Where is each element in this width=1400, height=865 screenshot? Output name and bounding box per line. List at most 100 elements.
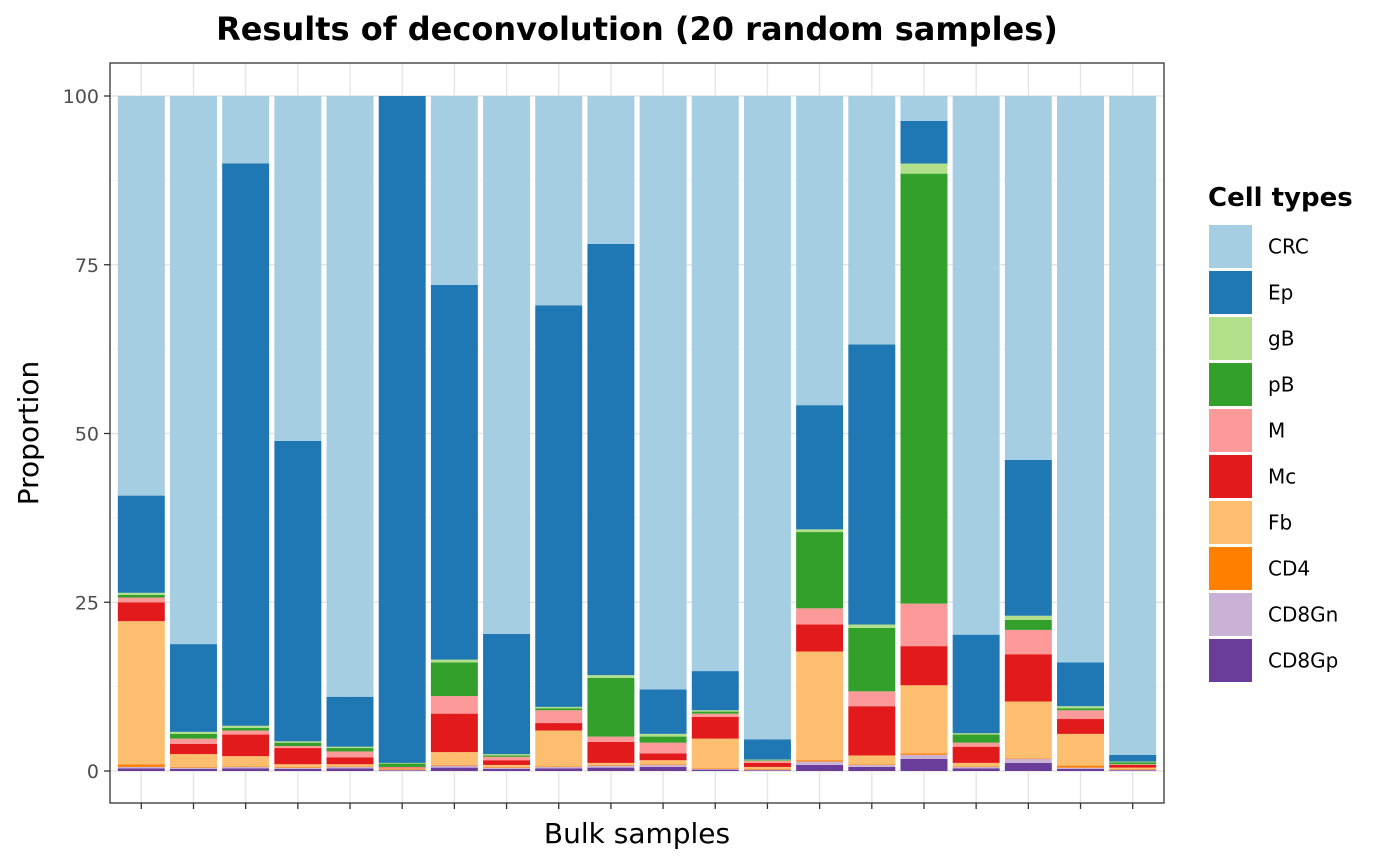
bar-segment-fb [117, 621, 165, 765]
bar-segment-mc [639, 753, 687, 761]
bar-stack [274, 96, 322, 771]
bar-segment-fb [848, 755, 896, 765]
legend-item-pb: pB [1209, 363, 1294, 406]
bar-segment-cd8gn [691, 768, 739, 770]
bar-segment-crc [1004, 96, 1052, 460]
bar-segment-crc [848, 96, 896, 345]
bar-segment-cd8gp [1004, 762, 1052, 771]
bar-segment-cd8gn [222, 766, 270, 769]
bar-segment-m [743, 760, 791, 763]
bar-segment-gb [326, 746, 374, 749]
bar-segment-gb [743, 759, 791, 761]
bar-segment-mc [326, 757, 374, 765]
bar-segment-gb [430, 659, 478, 663]
bar-segment-cd4 [1004, 758, 1052, 759]
bar-segment-cd8gp [900, 758, 948, 771]
bar-segment-ep [535, 305, 583, 707]
bar-segment-pb [378, 763, 426, 767]
bar-segment-cd8gp [483, 768, 531, 771]
bar-segment-crc [222, 96, 270, 164]
bar-segment-cd8gn [952, 766, 1000, 769]
legend-item-cd8gp: CD8Gp [1209, 639, 1338, 682]
bar-segment-gb [587, 675, 635, 678]
bar-segment-mc [117, 602, 165, 622]
bar-segment-fb [639, 760, 687, 765]
bar-segment-gb [378, 762, 426, 764]
legend-label: Ep [1268, 281, 1293, 305]
bar-segment-crc [952, 96, 1000, 635]
bar-segment-mc [1057, 719, 1104, 734]
bar-segment-cd8gn [1004, 758, 1052, 763]
bar-segment-cd8gn [848, 764, 896, 767]
bar-stack [848, 96, 896, 771]
bar-stack [430, 96, 478, 771]
bar-segment-m [378, 766, 426, 768]
bar-segment-cd8gn [483, 767, 531, 769]
legend-swatch [1209, 271, 1252, 314]
bar-segment-crc [1109, 96, 1157, 755]
bar-segment-cd4 [222, 766, 270, 767]
bar-segment-m [587, 736, 635, 742]
bar-segment-cd4 [900, 753, 948, 755]
y-tick-label: 100 [63, 86, 99, 108]
legend-item-m: M [1209, 409, 1285, 452]
legend-item-cd8gn: CD8Gn [1209, 593, 1338, 636]
bar-segment-mc [274, 748, 322, 765]
bar-segment-cd4 [952, 766, 1000, 767]
bar-segment-cd8gp [170, 768, 217, 771]
bar-segment-cd8gp [378, 770, 426, 771]
bar-segment-cd8gn [743, 769, 791, 771]
bar-segment-crc [639, 96, 687, 690]
bar-segment-ep [900, 120, 948, 164]
bar-segment-crc [587, 96, 635, 244]
bar-segment-mc [900, 646, 948, 686]
bar-stack [900, 96, 948, 771]
bar-segment-cd8gp [587, 767, 635, 771]
bar-segment-cd4 [535, 766, 583, 767]
bar-segment-m [1057, 710, 1104, 720]
bar-segment-ep [587, 243, 635, 676]
bar-segment-cd4 [378, 768, 426, 770]
bar-segment-fb [274, 764, 322, 767]
bar-stack [691, 96, 739, 771]
bar-segment-mc [1004, 654, 1052, 702]
bar-segment-mc [1109, 764, 1157, 768]
legend-swatch [1209, 639, 1252, 682]
legend-item-fb: Fb [1209, 501, 1292, 544]
bar-segment-mc [587, 741, 635, 763]
bar-segment-cd8gp [796, 764, 844, 771]
bar-segment-fb [430, 752, 478, 765]
bar-segment-cd8gn [587, 765, 635, 768]
bar-segment-mc [483, 760, 531, 765]
bar-stack [952, 96, 1000, 771]
bar-segment-cd8gn [639, 764, 687, 767]
bar-segment-pb [170, 733, 217, 739]
legend-label: Fb [1268, 511, 1292, 535]
bar-segment-gb [274, 741, 322, 743]
bar-segment-fb [1004, 701, 1052, 759]
bar-stack [639, 96, 687, 771]
legend-item-crc: CRC [1209, 225, 1309, 268]
bar-segment-fb [483, 764, 531, 767]
legend-swatch [1209, 593, 1252, 636]
legend-swatch [1209, 225, 1252, 268]
bar-segment-m [796, 608, 844, 625]
legend-swatch [1209, 501, 1252, 544]
bar-stack [222, 96, 270, 771]
y-tick-label: 25 [75, 592, 99, 614]
bar-segment-mc [430, 713, 478, 753]
bar-segment-cd4 [274, 766, 322, 768]
bar-segment-cd8gn [170, 767, 217, 769]
bar-segment-m [900, 603, 948, 647]
bar-segment-gb [117, 592, 165, 595]
bar-segment-pb [222, 727, 270, 731]
legend-item-cd4: CD4 [1209, 547, 1310, 590]
bar-segment-m [326, 751, 374, 758]
bar-segment-pb [1004, 619, 1052, 630]
legend-swatch [1209, 317, 1252, 360]
x-axis-title: Bulk samples [544, 817, 730, 850]
legend-item-mc: Mc [1209, 455, 1296, 498]
bar-segment-pb [535, 708, 583, 711]
legend-title: Cell types [1208, 183, 1353, 213]
